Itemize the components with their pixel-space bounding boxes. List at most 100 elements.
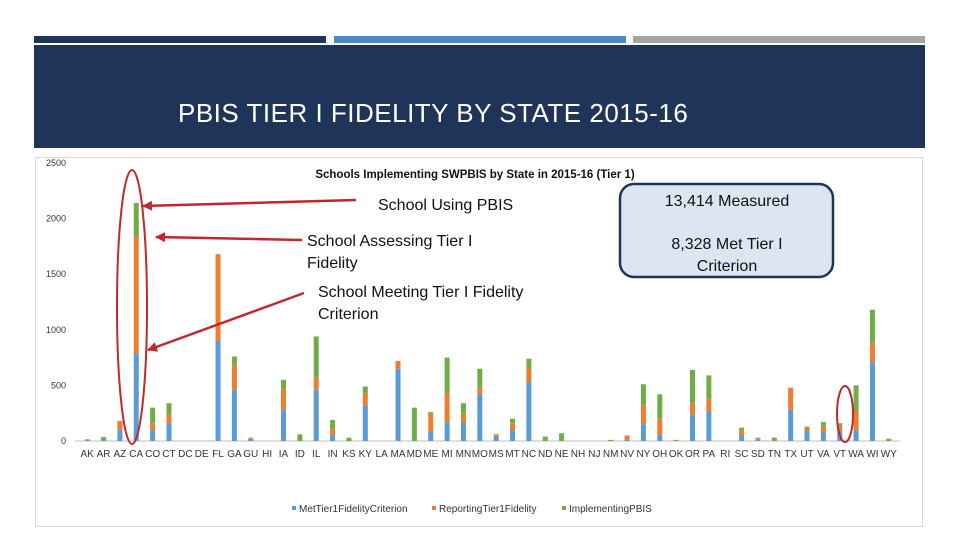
bar-segment-fl-s0 — [215, 340, 221, 441]
legend-label-reporting: ReportingTier1Fidelity — [439, 504, 536, 515]
x-tick-label: SC — [735, 449, 749, 460]
annotation-assessing-line1: School Assessing Tier I — [307, 233, 472, 250]
x-tick-label: WI — [866, 449, 878, 460]
bar-segment-mi-s1 — [444, 393, 450, 423]
bar-segment-gu-s1 — [248, 437, 254, 439]
bar-segment-ne-s2 — [559, 433, 565, 441]
bar-segment-ia-s0 — [281, 409, 286, 441]
x-tick-label: MA — [391, 449, 406, 460]
bar-segment-wy-s2 — [886, 438, 892, 441]
bar-segment-nm-s2 — [608, 439, 614, 441]
bar-segment-wa-s1 — [853, 410, 859, 430]
bar-segment-tx-s1 — [788, 387, 794, 410]
bar-segment-ut-s2 — [804, 426, 810, 428]
callout-measured: 13,414 Measured — [665, 193, 790, 210]
x-tick-label: VA — [817, 449, 830, 460]
x-tick-label: OK — [669, 449, 684, 460]
bar-segment-mn-s2 — [460, 403, 466, 414]
bar-segment-mo-s2 — [477, 368, 483, 388]
bar-segment-oh-s2 — [657, 394, 663, 419]
x-tick-label: KS — [342, 449, 356, 460]
y-tick-label: 2000 — [46, 214, 66, 224]
arrow-meeting — [147, 291, 305, 352]
bar-segment-tn-s2 — [771, 437, 777, 441]
chart-frame — [35, 157, 923, 527]
bar-segment-ma-s0 — [395, 368, 401, 441]
bar-segment-nc-s2 — [526, 358, 532, 368]
x-tick-label: UT — [800, 449, 813, 460]
x-tick-label: FL — [212, 449, 224, 460]
bar-segment-vt-s2 — [837, 423, 843, 427]
bar-segment-wi-s1 — [869, 343, 875, 363]
bar-segment-sd-s0 — [755, 439, 761, 441]
annotation-using-pbis: School Using PBIS — [378, 197, 513, 214]
annotation-meeting-line1: School Meeting Tier I Fidelity — [318, 284, 523, 301]
bar-segment-ct-s0 — [166, 423, 172, 441]
x-tick-label: WA — [848, 449, 864, 460]
bar-segment-mn-s1 — [460, 413, 466, 423]
bar-segment-in-s1 — [330, 428, 336, 436]
x-tick-label: MO — [472, 449, 488, 460]
bar-segment-nc-s0 — [526, 382, 532, 441]
title-banner — [34, 45, 925, 148]
bar-segment-ca-s1 — [133, 236, 139, 354]
bar-segment-ny-s2 — [640, 384, 646, 405]
bar-segment-sd-s1 — [755, 438, 761, 440]
bar-segment-me-s2 — [428, 412, 434, 414]
annotation-meeting-line2: Criterion — [318, 306, 378, 323]
bar-segment-ny-s1 — [640, 404, 646, 425]
x-tick-label: VT — [833, 449, 846, 460]
bar-segment-il-s0 — [313, 389, 319, 441]
bar-segment-ar-s2 — [101, 437, 107, 441]
x-tick-label: CA — [129, 449, 143, 460]
x-tick-label: DE — [195, 449, 209, 460]
highlight-ellipse-vt — [836, 385, 854, 443]
x-tick-label: AR — [97, 449, 111, 460]
x-tick-label: OR — [685, 449, 700, 460]
bar-segment-sc-s2 — [739, 427, 745, 430]
bar-segment-il-s2 — [313, 336, 319, 378]
top-accent-bar-blue — [334, 36, 626, 43]
bar-segment-mi-s2 — [444, 357, 450, 394]
x-tick-label: MI — [442, 449, 453, 460]
bar-segment-ut-s0 — [804, 430, 810, 441]
bar-segment-sd-s2 — [755, 437, 761, 439]
x-tick-label: TX — [784, 449, 797, 460]
bar-segment-sc-s1 — [739, 429, 745, 436]
x-tick-label: MN — [456, 449, 472, 460]
x-tick-label: NH — [571, 449, 585, 460]
x-axis-tick-labels: AK AR AZ CA CO CT DC DE FL GA GU HI IA ID IL IN KS KY LA MA… — [81, 449, 898, 460]
x-tick-label: NJ — [588, 449, 600, 460]
bar-segment-va-s0 — [820, 432, 826, 441]
bar-segment-ct-s2 — [166, 403, 172, 415]
bar-segment-me-s1 — [428, 413, 434, 433]
bar-segment-az-s1 — [117, 420, 123, 430]
x-tick-label: AK — [81, 449, 95, 460]
bar-segment-wi-s2 — [869, 309, 875, 344]
bar-segment-ca-s2 — [133, 203, 139, 237]
bar-segment-or-s1 — [690, 403, 695, 415]
bar-segment-ut-s1 — [804, 427, 810, 431]
x-tick-label: AZ — [114, 449, 127, 460]
x-tick-label: IL — [312, 449, 321, 460]
x-tick-label: NC — [522, 449, 536, 460]
bar-segment-il-s1 — [313, 377, 319, 390]
x-tick-label: GU — [243, 449, 258, 460]
bar-segment-az-s0 — [117, 429, 123, 441]
bar-segment-mn-s0 — [460, 422, 466, 441]
bar-segment-id-s2 — [297, 434, 303, 441]
x-tick-label: NV — [620, 449, 634, 460]
x-tick-label: IN — [328, 449, 338, 460]
y-tick-label: 500 — [51, 380, 66, 390]
bar-segment-wi-s0 — [869, 362, 875, 441]
x-tick-label: ND — [538, 449, 552, 460]
bar-segment-ak-s2 — [84, 439, 90, 441]
bar-segment-ia-s2 — [281, 379, 286, 389]
y-tick-label: 0 — [61, 436, 66, 446]
bar-segment-ks-s2 — [346, 437, 352, 441]
x-tick-label: KY — [359, 449, 373, 460]
bar-segment-md-s2 — [411, 407, 417, 441]
bar-segment-pa-s0 — [706, 412, 712, 441]
bar-segment-mt-s2 — [510, 418, 516, 424]
bar-segment-oh-s1 — [657, 418, 663, 435]
